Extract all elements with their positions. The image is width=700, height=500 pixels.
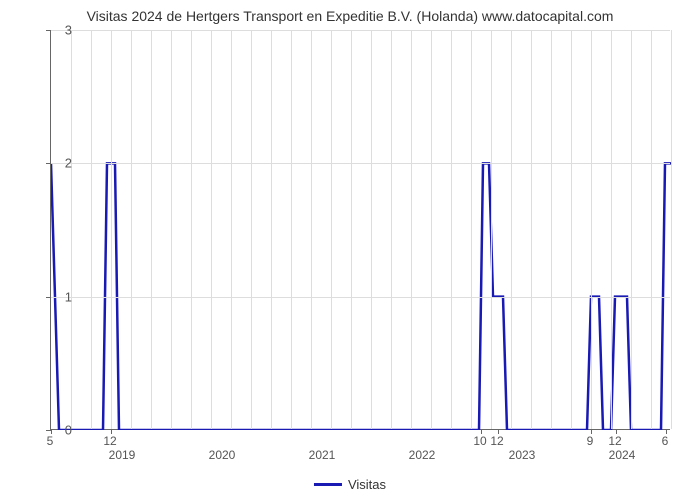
- grid-line-v: [311, 30, 312, 429]
- x-tick-year: 2021: [309, 448, 336, 462]
- grid-line-v: [351, 30, 352, 429]
- x-tick-year: 2024: [609, 448, 636, 462]
- grid-line-v: [191, 30, 192, 429]
- grid-line-v: [611, 30, 612, 429]
- y-tick-mark: [46, 30, 51, 31]
- grid-line-v: [211, 30, 212, 429]
- x-tick-year: 2020: [209, 448, 236, 462]
- chart-container: [50, 30, 670, 430]
- x-tick-label: 9: [587, 434, 594, 448]
- grid-line-v: [631, 30, 632, 429]
- grid-line-v: [291, 30, 292, 429]
- grid-line-v: [551, 30, 552, 429]
- grid-line-h: [51, 30, 670, 31]
- grid-line-v: [251, 30, 252, 429]
- chart-title: Visitas 2024 de Hertgers Transport en Ex…: [0, 0, 700, 24]
- y-tick-label: 2: [52, 156, 72, 171]
- grid-line-v: [331, 30, 332, 429]
- x-tick-label: 6: [662, 434, 669, 448]
- x-tick-year: 2019: [109, 448, 136, 462]
- x-tick-year: 2022: [409, 448, 436, 462]
- grid-line-v: [271, 30, 272, 429]
- grid-line-v: [671, 30, 672, 429]
- grid-line-v: [511, 30, 512, 429]
- y-tick-mark: [46, 297, 51, 298]
- grid-line-v: [231, 30, 232, 429]
- grid-line-v: [531, 30, 532, 429]
- grid-line-v: [651, 30, 652, 429]
- y-tick-mark: [46, 163, 51, 164]
- grid-line-v: [391, 30, 392, 429]
- x-tick-label: 10: [473, 434, 486, 448]
- grid-line-v: [151, 30, 152, 429]
- grid-line-v: [591, 30, 592, 429]
- grid-line-v: [471, 30, 472, 429]
- grid-line-v: [131, 30, 132, 429]
- legend: Visitas: [314, 477, 386, 492]
- grid-line-v: [71, 30, 72, 429]
- grid-line-v: [371, 30, 372, 429]
- x-tick-label: 12: [103, 434, 116, 448]
- grid-line-v: [91, 30, 92, 429]
- grid-line-v: [411, 30, 412, 429]
- grid-line-v: [111, 30, 112, 429]
- plot-area: [50, 30, 670, 430]
- grid-line-v: [451, 30, 452, 429]
- legend-label: Visitas: [348, 477, 386, 492]
- x-tick-year: 2023: [509, 448, 536, 462]
- x-tick-label: 12: [490, 434, 503, 448]
- legend-line-swatch: [314, 483, 342, 486]
- grid-line-v: [171, 30, 172, 429]
- data-line-svg: [51, 30, 671, 430]
- y-tick-label: 1: [52, 289, 72, 304]
- y-tick-label: 0: [52, 423, 72, 438]
- x-tick-label: 12: [608, 434, 621, 448]
- x-tick-label: 5: [47, 434, 54, 448]
- grid-line-v: [491, 30, 492, 429]
- grid-line-h: [51, 163, 670, 164]
- grid-line-v: [571, 30, 572, 429]
- y-tick-label: 3: [52, 23, 72, 38]
- grid-line-h: [51, 297, 670, 298]
- grid-line-v: [431, 30, 432, 429]
